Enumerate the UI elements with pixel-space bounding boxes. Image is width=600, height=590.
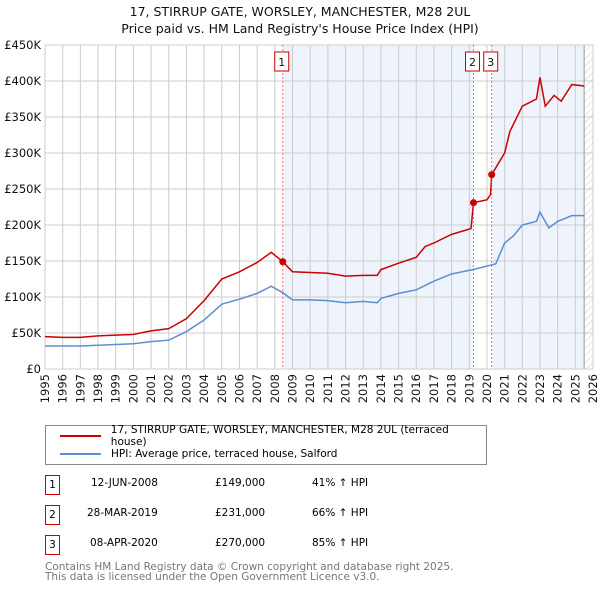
- y-tick-label: £400K: [4, 74, 41, 88]
- sale-marker-label: 2: [469, 56, 476, 69]
- x-tick-label: 2022: [515, 374, 529, 403]
- sale-date: 28-MAR-2019: [87, 507, 158, 519]
- footer-copyright: Contains HM Land Registry data © Crown c…: [45, 561, 454, 573]
- x-tick-label: 1998: [91, 374, 105, 403]
- x-tick-label: 2013: [356, 374, 370, 403]
- x-tick-label: 2007: [250, 374, 264, 403]
- x-tick-label: 2020: [480, 374, 494, 403]
- x-tick-label: 2026: [586, 374, 600, 403]
- y-tick-label: £0: [26, 362, 41, 376]
- sale-hpi: 41% ↑ HPI: [312, 477, 369, 489]
- y-tick-label: £250K: [4, 182, 41, 196]
- plot-frame: [44, 44, 594, 370]
- x-tick-label: 2012: [339, 374, 353, 403]
- x-tick-label: 2017: [427, 374, 441, 403]
- x-tick-label: 2010: [303, 374, 317, 403]
- series-line: [45, 210, 585, 347]
- legend-label: 17, STIRRUP GATE, WORSLEY, MANCHESTER, M…: [110, 424, 449, 448]
- sale-date: 12-JUN-2008: [91, 477, 158, 489]
- y-tick-label: £200K: [4, 218, 41, 232]
- x-tick-label: 2004: [197, 374, 211, 403]
- y-tick-label: £100K: [4, 290, 41, 304]
- x-tick-label: 1999: [109, 374, 123, 403]
- x-tick-label: 2018: [445, 374, 459, 403]
- x-tick-label: 2015: [392, 374, 406, 403]
- sale-marker-box: [483, 51, 499, 72]
- legend-swatch: [60, 453, 101, 455]
- series-line: [44, 77, 585, 339]
- y-tick-label: £300K: [4, 146, 41, 160]
- legend: 17, STIRRUP GATE, WORSLEY, MANCHESTER, M…: [45, 424, 487, 465]
- x-tick-label: 2001: [144, 374, 158, 403]
- x-tick-label: 2014: [374, 374, 388, 403]
- legend-label: HPI: Average price, terraced house, Salf…: [111, 448, 338, 460]
- x-tick-label: 2002: [162, 374, 176, 403]
- sale-point: [488, 171, 496, 179]
- x-tick-label: 2021: [498, 374, 512, 403]
- x-tick-label: 1997: [73, 374, 87, 403]
- x-tick-label: 2003: [179, 374, 193, 403]
- sale-number: 1: [45, 475, 60, 495]
- x-tick-label: 2005: [215, 374, 229, 403]
- y-tick-label: £150K: [4, 254, 41, 268]
- sale-point: [279, 258, 287, 266]
- x-tick-label: 2006: [232, 374, 246, 403]
- y-tick-label: £50K: [12, 326, 42, 340]
- sale-hpi: 85% ↑ HPI: [312, 537, 369, 549]
- sale-point: [470, 199, 478, 207]
- x-tick-label: 2000: [126, 374, 140, 403]
- x-tick-label: 2008: [268, 374, 282, 403]
- legend-swatch: [60, 435, 101, 437]
- chart-title: 17, STIRRUP GATE, WORSLEY, MANCHESTER, M…: [129, 4, 471, 19]
- shaded-period: [491, 45, 585, 369]
- legend-item-property: 17, STIRRUP GATE, WORSLEY, MANCHESTER, M…: [60, 424, 486, 448]
- sale-row: 1 12-JUN-2008 £149,000 41% ↑ HPI: [45, 475, 445, 495]
- y-tick-label: £450K: [4, 38, 41, 52]
- x-tick-label: 1996: [56, 374, 70, 403]
- legend-item-hpi: HPI: Average price, terraced house, Salf…: [60, 445, 337, 463]
- sale-number: 2: [45, 505, 60, 525]
- shaded-period: [282, 45, 474, 369]
- sale-date: 08-APR-2020: [90, 537, 158, 549]
- chart-subtitle: Price paid vs. HM Land Registry's House …: [121, 21, 479, 36]
- x-tick-label: 2024: [551, 374, 565, 403]
- x-tick-label: 2016: [409, 374, 423, 403]
- sale-row: 2 28-MAR-2019 £231,000 66% ↑ HPI: [45, 505, 445, 525]
- sale-marker-label: 1: [278, 56, 285, 69]
- sale-price: £231,000: [215, 507, 266, 519]
- footer-licence: This data is licensed under the Open Gov…: [45, 571, 380, 583]
- x-tick-label: 2009: [285, 374, 299, 403]
- chart: £0 £50K £100K £150K £200K £250K £300K £350K £400…: [4, 38, 600, 403]
- forecast-hatch: [584, 45, 593, 369]
- sale-marker-box: [274, 51, 290, 72]
- x-tick-label: 2023: [533, 374, 547, 403]
- sale-hpi: 66% ↑ HPI: [312, 507, 369, 519]
- x-tick-label: 1995: [38, 374, 52, 403]
- x-tick-label: 2019: [462, 374, 476, 403]
- sale-price: £149,000: [215, 477, 266, 489]
- sale-price: £270,000: [215, 537, 266, 549]
- sale-number: 3: [45, 535, 60, 555]
- sale-marker-label: 3: [487, 56, 494, 69]
- y-tick-label: £350K: [4, 110, 41, 124]
- x-tick-label: 2025: [568, 374, 582, 403]
- sale-row: 3 08-APR-2020 £270,000 85% ↑ HPI: [45, 535, 445, 555]
- x-tick-label: 2011: [321, 374, 335, 403]
- sale-marker-box: [465, 51, 481, 72]
